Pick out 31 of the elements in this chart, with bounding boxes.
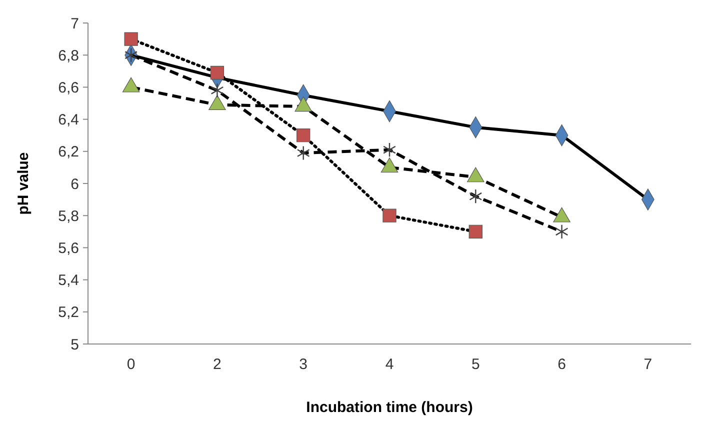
y-tick-label: 5,2 (58, 304, 79, 322)
point (383, 142, 396, 158)
point (210, 66, 224, 80)
y-tick-label: 6,2 (58, 144, 79, 161)
y-tick-label: 5,4 (58, 272, 79, 290)
x-tick-label: 7 (644, 356, 652, 373)
y-tick-label: 7 (70, 15, 79, 32)
x-tick-label: 4 (385, 356, 394, 373)
y-axis-title: pH value (15, 152, 32, 215)
point (468, 224, 482, 238)
x-tick-label: 3 (299, 356, 308, 373)
point (296, 128, 310, 142)
y-tick-label: 6,8 (58, 47, 79, 64)
x-tick-label: 0 (126, 356, 136, 373)
y-tick-label: 5 (70, 336, 79, 354)
y-tick-label: 6 (70, 176, 79, 193)
point (555, 224, 568, 240)
x-tick-label: 6 (558, 356, 566, 373)
point (296, 146, 310, 160)
y-tick-label: 5,8 (58, 208, 79, 225)
y-tick-label: 6,6 (58, 79, 79, 96)
point (382, 208, 396, 222)
x-tick-label: 2 (213, 356, 222, 373)
y-tick-label: 5,6 (58, 240, 79, 257)
x-axis-title: Incubation time (hours) (306, 399, 473, 416)
point (124, 32, 138, 46)
x-tick-label: 5 (471, 356, 480, 373)
y-tick-label: 6,4 (58, 112, 79, 129)
point (124, 48, 138, 62)
point (210, 83, 224, 98)
point (469, 188, 482, 204)
